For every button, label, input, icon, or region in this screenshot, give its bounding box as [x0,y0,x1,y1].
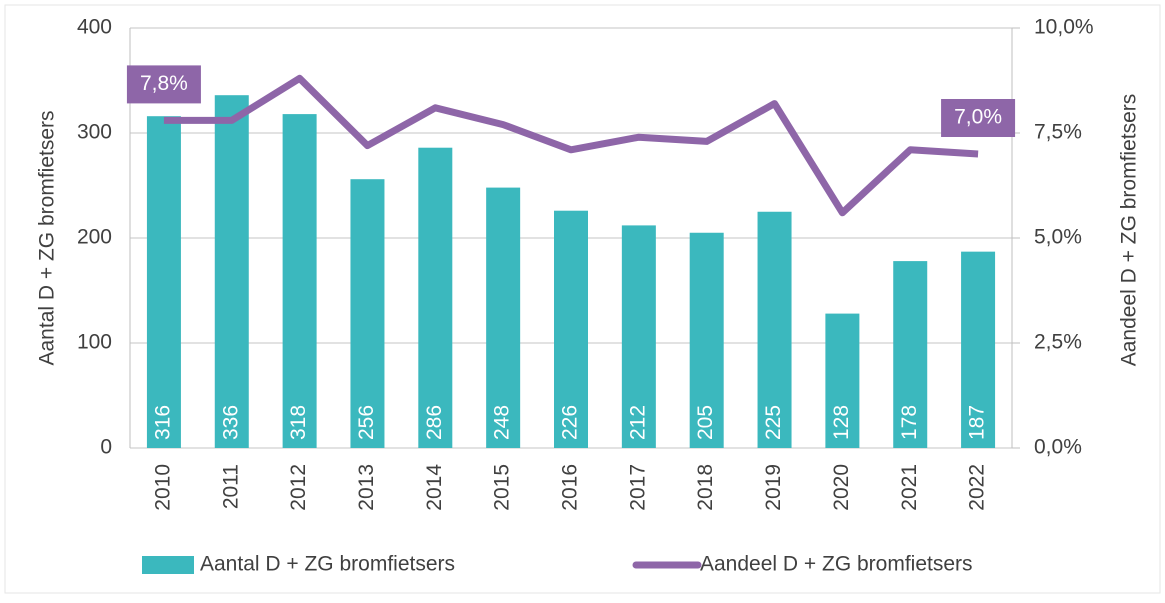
x-tick-label: 2022 [966,464,989,511]
x-tick-label: 2012 [287,464,310,511]
y2-tick-label: 7,5% [1034,121,1082,144]
legend-swatch [142,556,194,574]
bar-value-label: 178 [898,405,921,440]
bar-value-label: 248 [491,405,514,440]
bar [825,313,860,448]
bar [689,232,724,448]
legend-label: Aandeel D + ZG bromfietsers [700,553,973,576]
y2-tick-label: 5,0% [1034,226,1082,249]
line-value-label: 7,0% [954,106,1002,129]
x-tick-label: 2018 [694,464,717,511]
y-tick-label: 0 [100,436,112,459]
value-label-box [941,99,1016,137]
x-tick-label: 2015 [491,464,514,511]
bar-value-label: 336 [219,405,242,440]
legend-label: Aantal D + ZG bromfietsers [200,553,455,576]
bar [893,261,928,448]
line-series [163,74,979,217]
bar [554,210,588,448]
bar [486,187,521,448]
x-tick-label: 2021 [898,464,921,511]
bar [961,251,996,448]
x-tick-label: 2011 [219,464,242,509]
y2-axis-label: Aandeel D + ZG bromfietsers [1118,94,1141,367]
bar-value-label: 286 [423,405,446,440]
y-tick-label: 400 [77,16,112,39]
x-tick-label: 2016 [559,464,582,511]
x-tick-label: 2017 [626,464,649,511]
y2-tick-label: 0,0% [1034,436,1082,459]
bar-value-label: 128 [830,405,853,440]
bar-value-label: 256 [355,405,378,440]
bar-value-label: 225 [762,405,785,440]
bar-value-label: 187 [966,405,989,440]
bar [757,211,792,448]
bar [621,225,656,448]
bar [146,116,181,448]
x-tick-label: 2013 [355,464,378,511]
bar-value-label: 318 [287,405,310,440]
x-tick-label: 2020 [830,464,853,511]
line-value-label: 7,8% [140,72,188,95]
bar-value-label: 226 [559,405,582,440]
y2-tick-label: 2,5% [1034,331,1082,354]
bar [282,114,317,448]
y-tick-label: 100 [77,331,112,354]
y2-tick-label: 10,0% [1034,16,1094,39]
bar [214,95,249,448]
bar-value-label: 205 [694,405,717,440]
value-label-box [126,65,201,104]
bar-value-label: 316 [151,405,174,440]
bar-value-label: 212 [626,405,649,440]
bar [418,147,453,448]
frame [4,4,1161,594]
bar [350,179,385,448]
y-tick-label: 200 [77,226,112,249]
y-axis-label: Aantal D + ZG bromfietsers [36,110,59,365]
x-tick-label: 2010 [151,464,174,511]
x-tick-label: 2019 [762,464,785,511]
y-tick-label: 300 [77,121,112,144]
x-tick-label: 2014 [423,464,446,511]
